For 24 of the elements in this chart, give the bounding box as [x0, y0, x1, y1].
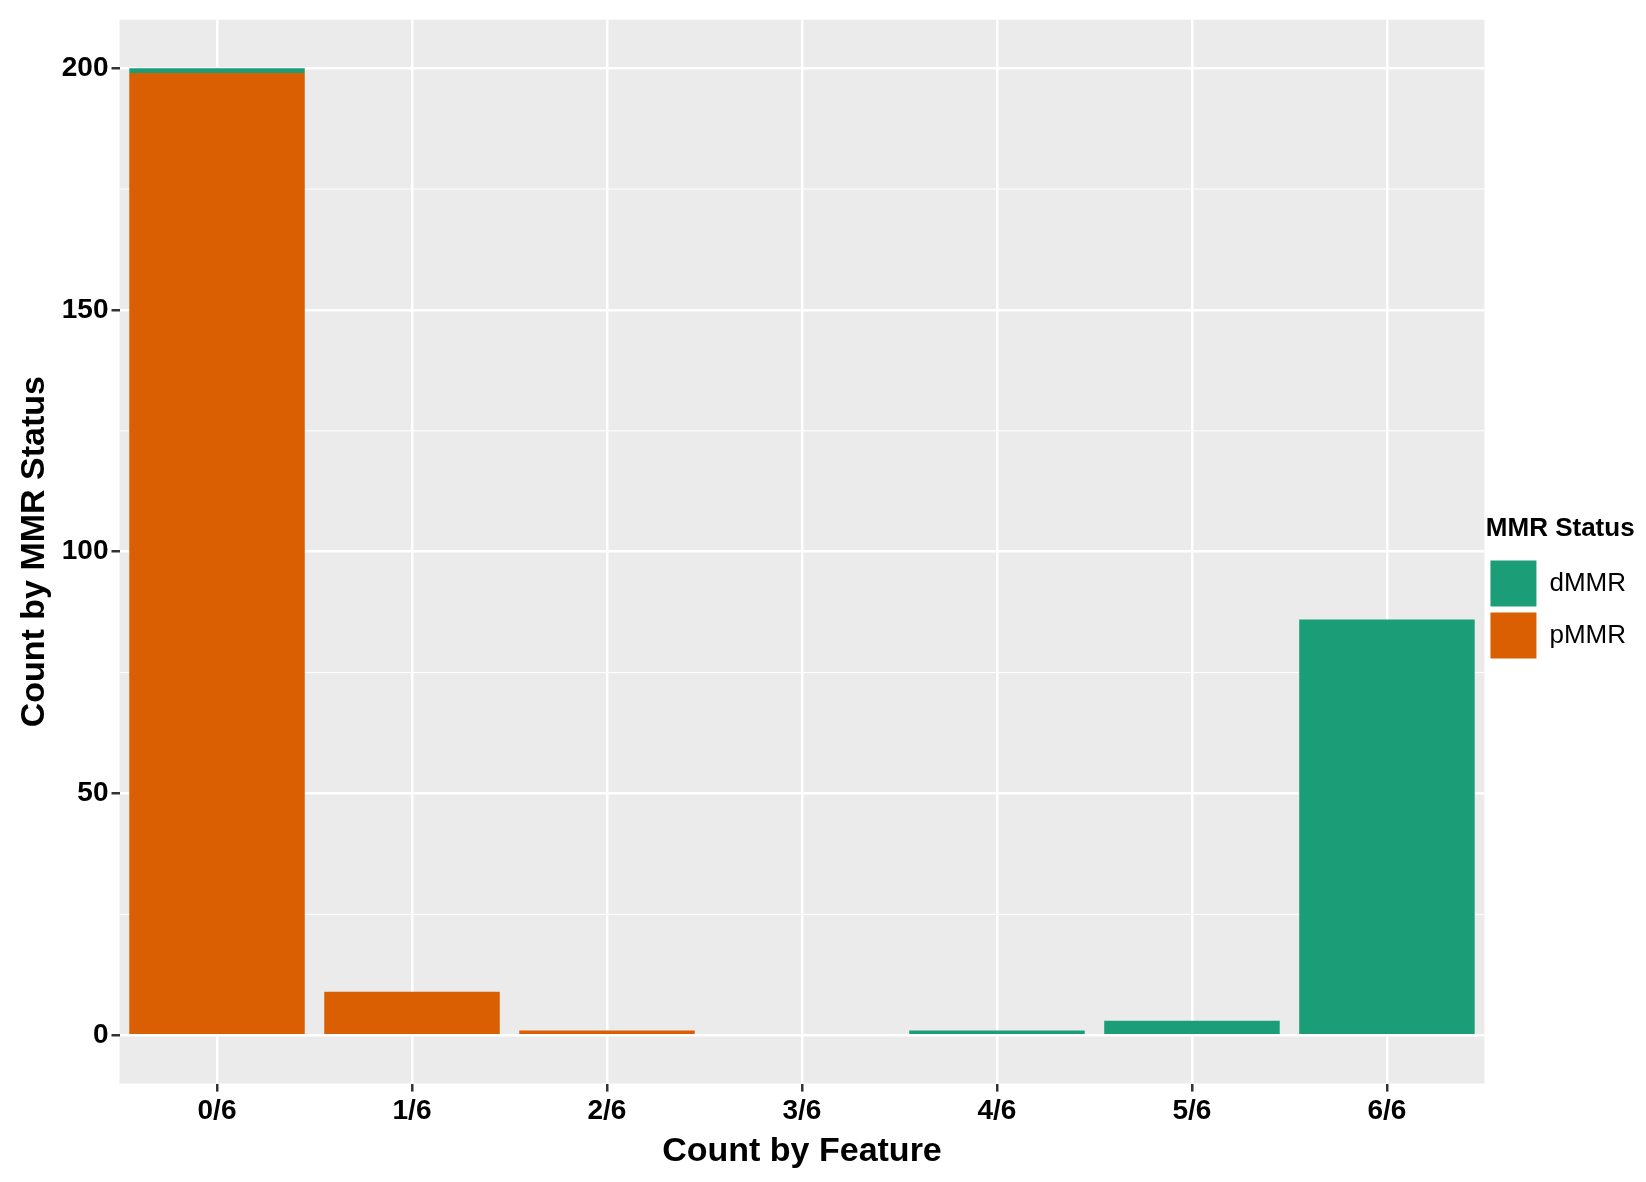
x-tick-label: 0/6 [197, 1094, 237, 1126]
y-tick-label: 50 [77, 776, 109, 808]
x-tick-label: 3/6 [782, 1094, 822, 1126]
y-tick-label: 0 [92, 1017, 109, 1049]
legend-label: dMMR [1549, 566, 1627, 597]
x-tick-label: 6/6 [1367, 1094, 1407, 1126]
x-axis-title: Count by Feature [662, 1129, 942, 1168]
y-tick-label: 150 [61, 292, 109, 324]
x-tick-label: 5/6 [1172, 1094, 1212, 1126]
bar [129, 68, 305, 73]
bar [909, 1030, 1085, 1034]
y-axis-title: Count by MMR Status [12, 376, 51, 728]
bar [324, 991, 500, 1034]
bar [129, 72, 305, 1034]
x-tick-label: 1/6 [392, 1094, 432, 1126]
bar [1104, 1020, 1280, 1034]
y-tick-label: 200 [61, 50, 109, 82]
legend-title: MMR Status [1485, 511, 1635, 542]
legend-label: pMMR [1549, 618, 1627, 649]
x-tick-label: 2/6 [587, 1094, 627, 1126]
bar [519, 1030, 695, 1034]
bar [1299, 619, 1475, 1034]
y-tick-label: 100 [61, 534, 109, 566]
x-tick-label: 4/6 [977, 1094, 1017, 1126]
